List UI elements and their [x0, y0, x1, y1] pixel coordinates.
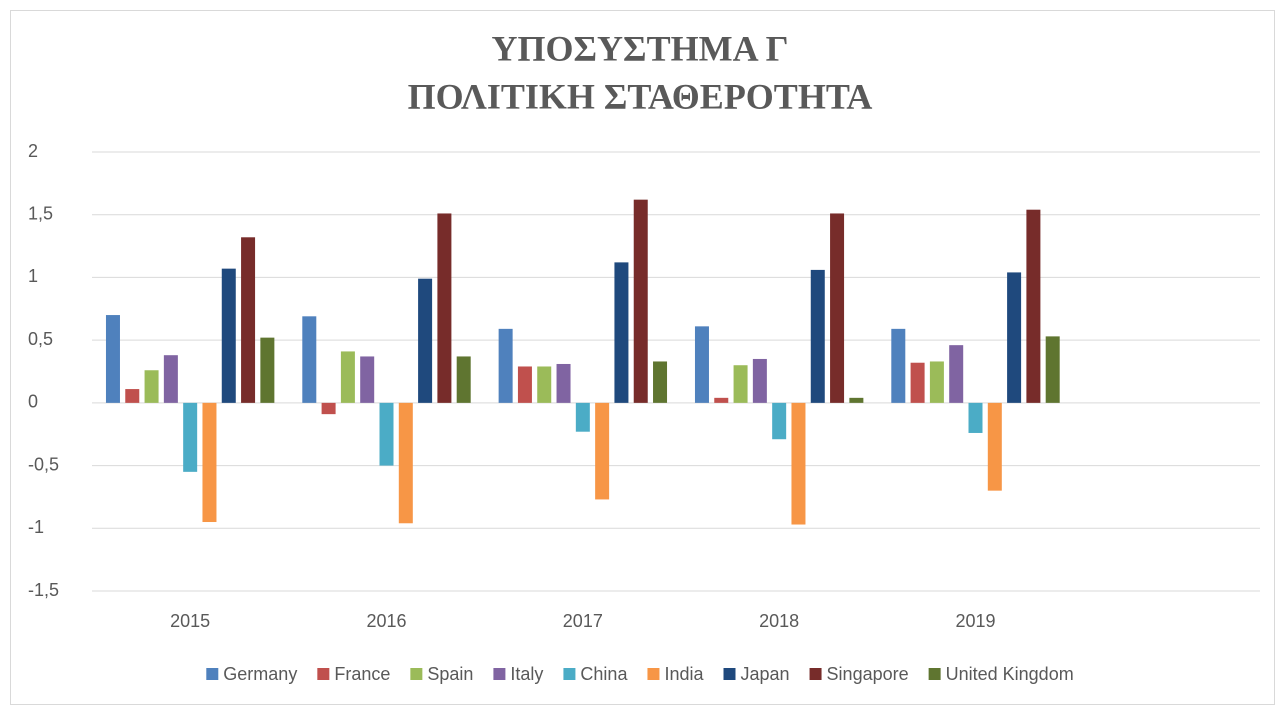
- legend-swatch: [563, 668, 576, 680]
- bar: [144, 370, 159, 403]
- legend-swatch: [206, 668, 219, 680]
- legend-swatch: [647, 668, 660, 680]
- y-tick-label: 0: [28, 392, 38, 412]
- bar: [929, 361, 944, 403]
- bar: [949, 345, 964, 403]
- bar: [575, 402, 590, 432]
- bar: [714, 397, 729, 403]
- y-tick-label: -1,5: [28, 580, 59, 600]
- bar: [456, 356, 471, 403]
- bar: [1007, 272, 1022, 403]
- bar: [633, 199, 648, 403]
- legend-label: Germany: [223, 664, 297, 684]
- legend-swatch: [317, 668, 330, 680]
- bar: [183, 402, 198, 472]
- bar: [987, 402, 1002, 491]
- legend-swatch: [723, 668, 736, 680]
- bar: [791, 402, 806, 525]
- x-tick-label: 2018: [759, 611, 799, 631]
- legend-label: United Kingdom: [946, 664, 1074, 684]
- bar: [910, 362, 925, 403]
- chart-title: ΥΠΟΣΥΣΤΗΜΑ Γ: [492, 28, 789, 68]
- y-tick-label: -1: [28, 517, 44, 537]
- bar: [202, 402, 217, 523]
- bar: [1026, 209, 1041, 403]
- bar: [302, 316, 317, 403]
- bar: [125, 389, 140, 403]
- x-tick-label: 2017: [563, 611, 603, 631]
- chart-title: ΠΟΛΙΤΙΚΗ ΣΤΑΘΕΡΟΤΗΤΑ: [408, 76, 873, 116]
- x-tick-label: 2015: [170, 611, 210, 631]
- bar: [595, 402, 610, 500]
- bar: [517, 366, 532, 403]
- y-tick-label: 1: [28, 266, 38, 286]
- bar: [849, 397, 864, 403]
- legend-label: Japan: [741, 664, 790, 684]
- legend-swatch: [928, 668, 941, 680]
- y-tick-label: -0,5: [28, 454, 59, 474]
- bar: [556, 363, 571, 403]
- bar: [340, 351, 355, 403]
- bar: [379, 402, 394, 466]
- legend-swatch: [809, 668, 822, 680]
- x-tick-label: 2016: [366, 611, 406, 631]
- bar: [537, 366, 552, 403]
- y-tick-label: 0,5: [28, 329, 53, 349]
- legend-swatch: [410, 668, 423, 680]
- bar: [694, 326, 709, 403]
- y-tick-label: 1,5: [28, 203, 53, 223]
- bar: [810, 269, 825, 403]
- legend-label: Singapore: [827, 664, 909, 684]
- bar: [733, 365, 748, 403]
- bar: [321, 402, 336, 415]
- legend-label: Italy: [510, 664, 543, 684]
- bar: [163, 355, 178, 403]
- x-tick-label: 2019: [955, 611, 995, 631]
- bar: [418, 278, 433, 403]
- bar: [614, 262, 629, 403]
- bar: [653, 361, 668, 403]
- bar: [891, 328, 906, 403]
- bar: [772, 402, 787, 440]
- bar: [498, 328, 513, 403]
- bar: [221, 268, 236, 403]
- legend-label: France: [334, 664, 390, 684]
- legend-label: China: [580, 664, 628, 684]
- bar: [241, 237, 256, 403]
- bar: [437, 213, 452, 403]
- bar: [398, 402, 413, 524]
- legend-label: Spain: [427, 664, 473, 684]
- legend-swatch: [493, 668, 506, 680]
- bar: [260, 337, 275, 403]
- bar: [968, 402, 983, 433]
- bar: [752, 358, 767, 403]
- bar: [1045, 336, 1060, 403]
- bar: [105, 315, 120, 403]
- bar: [360, 356, 375, 403]
- y-tick-label: 2: [28, 141, 38, 161]
- bar: [830, 213, 845, 403]
- legend-label: India: [664, 664, 704, 684]
